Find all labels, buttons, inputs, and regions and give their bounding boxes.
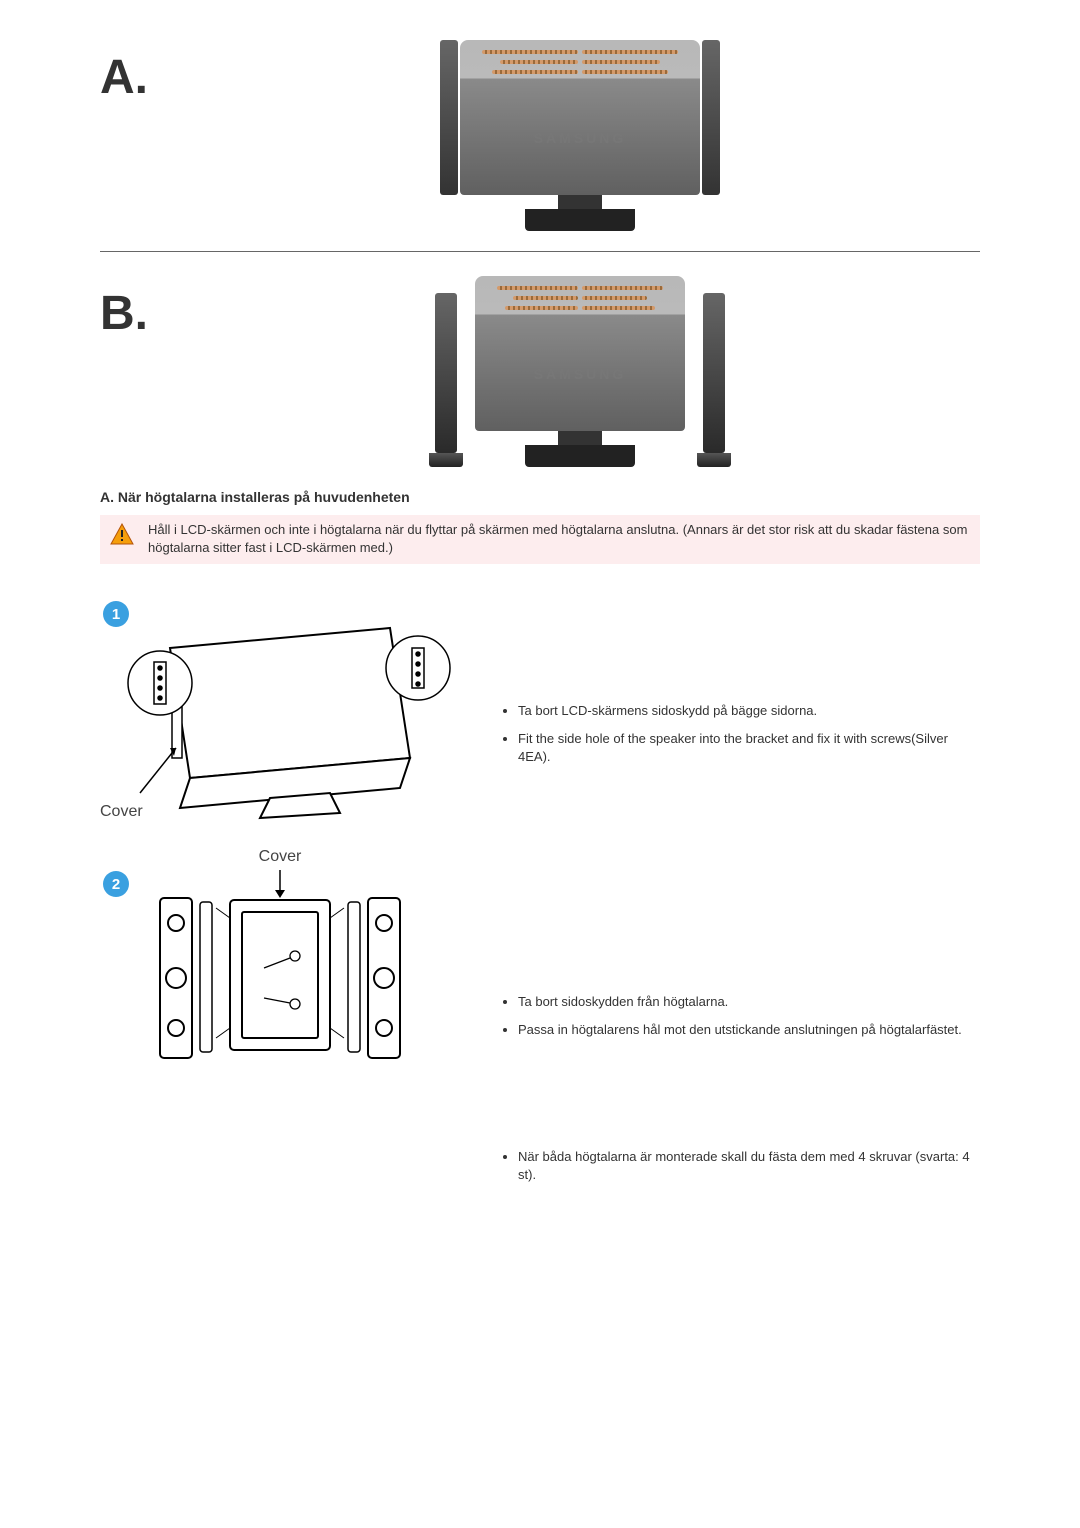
warning-icon	[110, 523, 134, 545]
step1-item1: Ta bort LCD-skärmens sidoskydd på bägge …	[518, 702, 980, 720]
document-page: A. B.	[0, 0, 1080, 1244]
cover-label-1: Cover	[100, 803, 143, 821]
figure-b-image	[180, 276, 980, 467]
steps-wrap: 1	[100, 598, 980, 1098]
diagram-2: Cover 2	[100, 848, 460, 1098]
step-1-text: Ta bort LCD-skärmens sidoskydd på bägge …	[500, 702, 980, 777]
svg-text:1: 1	[112, 606, 120, 623]
step2-item2: Passa in högtalarens hål mot den utstick…	[518, 1021, 980, 1039]
step2-item1: Ta bort sidoskydden från högtalarna.	[518, 993, 980, 1011]
step-2-text: Ta bort sidoskydden från högtalarna. Pas…	[500, 993, 980, 1049]
step1-item2: Fit the side hole of the speaker into th…	[518, 730, 980, 766]
step-3-text: När båda högtalarna är monterade skall d…	[100, 1148, 980, 1184]
figure-a-label: A.	[100, 40, 160, 105]
step3-item1: När båda högtalarna är monterade skall d…	[518, 1148, 980, 1184]
diagram-1: 1	[100, 598, 460, 828]
figure-b-row: B.	[100, 276, 980, 467]
cover-label-2: Cover	[100, 848, 460, 866]
diagrams-column: 1	[100, 598, 460, 1098]
warning-text: Håll i LCD-skärmen och inte i högtalarna…	[148, 521, 970, 556]
section-a-title: A. När högtalarna installeras på huvuden…	[100, 489, 980, 505]
steps-text-column: Ta bort LCD-skärmens sidoskydd på bägge …	[500, 598, 980, 1098]
figure-a-row: A.	[100, 40, 980, 231]
warning-box: Håll i LCD-skärmen och inte i högtalarna…	[100, 515, 980, 564]
svg-text:2: 2	[112, 876, 120, 893]
figure-b-label: B.	[100, 276, 160, 341]
figure-a-image	[180, 40, 980, 231]
figure-separator	[100, 251, 980, 252]
